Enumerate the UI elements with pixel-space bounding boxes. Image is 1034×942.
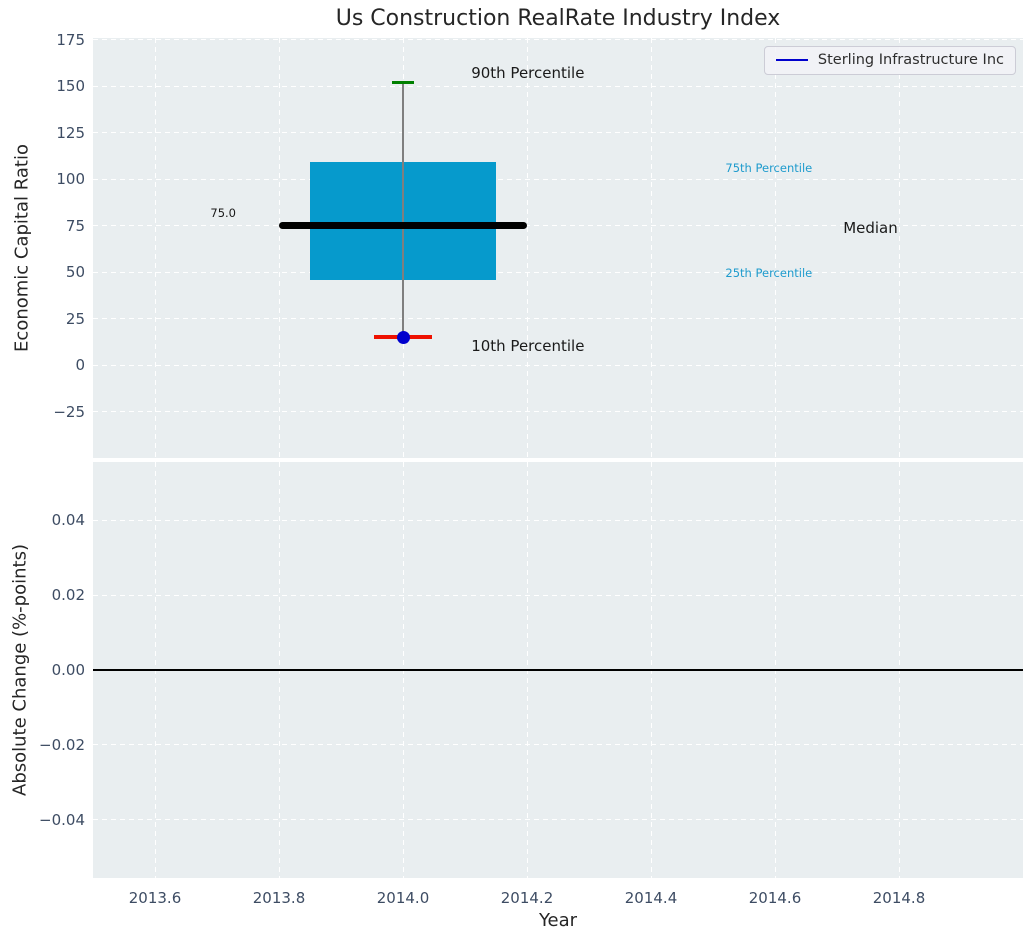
y-tick-label: 25	[65, 309, 85, 328]
y-tick-label: 125	[56, 123, 85, 142]
y-tick-label: 175	[56, 30, 85, 49]
y-tick-label: 0.00	[51, 661, 85, 679]
y-tick-label: 50	[65, 263, 85, 282]
gridline-horizontal	[93, 744, 1023, 746]
gridline-horizontal	[93, 39, 1023, 41]
y-tick-label: 0.04	[51, 511, 85, 530]
x-tick-label: 2014.8	[872, 889, 926, 907]
y-tick-label: −0.02	[39, 735, 85, 754]
zero-line	[93, 669, 1023, 671]
gridline-horizontal	[93, 85, 1023, 87]
y-tick-label: 0.02	[51, 586, 85, 605]
gridline-horizontal	[93, 271, 1023, 273]
chart-title: Us Construction RealRate Industry Index	[335, 6, 781, 31]
gridline-horizontal	[93, 411, 1023, 413]
y-tick-label: 150	[56, 77, 85, 96]
legend-line-swatch	[775, 58, 808, 62]
x-tick-label: 2014.6	[748, 889, 802, 907]
x-tick-label: 2014.0	[376, 889, 430, 907]
annotation-median: Median	[843, 218, 898, 237]
x-tick-label: 2014.4	[624, 889, 678, 907]
y-tick-label: 100	[56, 170, 85, 189]
gridline-vertical	[154, 38, 156, 458]
legend-label: Sterling Infrastructure Inc	[817, 52, 1004, 68]
median-line	[279, 222, 527, 230]
y-tick-label: −25	[53, 402, 85, 421]
gridline-horizontal	[93, 364, 1023, 366]
company-marker-sterling-infrastructure-inc	[396, 330, 410, 344]
gridline-horizontal	[93, 132, 1023, 134]
top-plot-area: Sterling Infrastructure Inc 90th Percent…	[93, 38, 1023, 458]
x-tick-label: 2013.6	[128, 889, 182, 907]
x-tick-label: 2013.8	[252, 889, 306, 907]
gridline-vertical	[774, 38, 776, 458]
gridline-vertical	[278, 38, 280, 458]
x-tick-label: 2014.2	[500, 889, 554, 907]
cap-90th-percentile	[392, 81, 414, 85]
x-axis-label: Year	[538, 910, 578, 931]
bottom-plot-area	[93, 462, 1023, 878]
gridline-horizontal	[93, 519, 1023, 521]
gridline-horizontal	[93, 318, 1023, 320]
y-tick-label: 75	[65, 216, 85, 235]
annotation-25th-percentile: 25th Percentile	[725, 266, 813, 281]
gridline-vertical	[898, 38, 900, 458]
annotation-75th-percentile: 75th Percentile	[725, 161, 813, 176]
annotation-75-0: 75.0	[210, 205, 236, 220]
gridline-vertical	[650, 38, 652, 458]
gridline-horizontal	[93, 594, 1023, 596]
gridline-vertical	[526, 38, 528, 458]
legend: Sterling Infrastructure Inc	[763, 46, 1016, 75]
whisker-line	[402, 82, 404, 338]
y-tick-label: −0.04	[39, 810, 85, 829]
gridline-horizontal	[93, 225, 1023, 227]
annotation-10th-percentile: 10th Percentile	[471, 337, 585, 356]
gridline-horizontal	[93, 819, 1023, 821]
annotation-90th-percentile: 90th Percentile	[471, 64, 585, 83]
gridline-horizontal	[93, 178, 1023, 180]
y-tick-label: 0	[75, 356, 85, 375]
